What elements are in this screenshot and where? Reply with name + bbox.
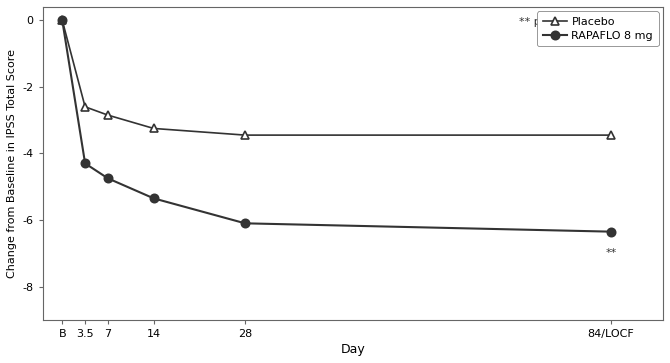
Text: **: **	[605, 248, 616, 258]
Text: ** p<0.0001: ** p<0.0001	[519, 17, 588, 26]
Y-axis label: Change from Baseline in IPSS Total Score: Change from Baseline in IPSS Total Score	[7, 49, 17, 278]
Legend: Placebo, RAPAFLO 8 mg: Placebo, RAPAFLO 8 mg	[537, 11, 659, 46]
X-axis label: Day: Day	[340, 343, 365, 356]
